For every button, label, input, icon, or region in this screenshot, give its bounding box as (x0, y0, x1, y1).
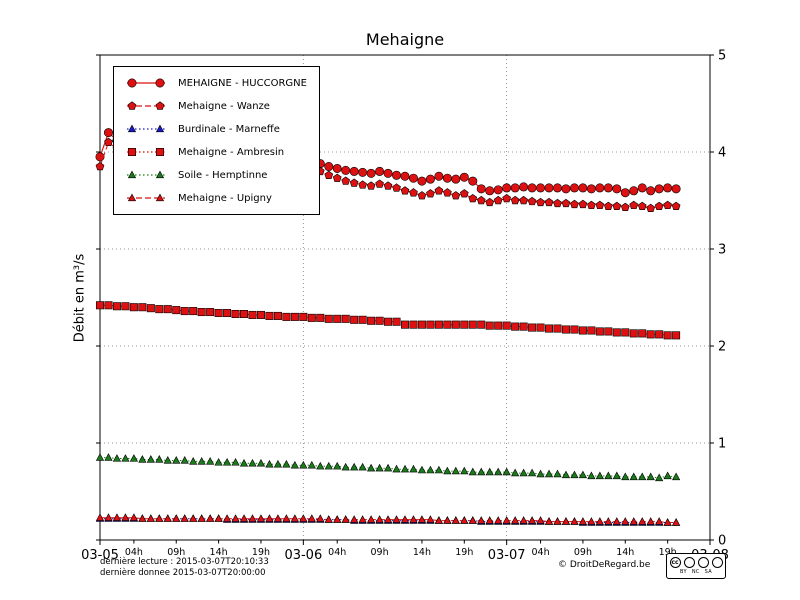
x-tick-hour-label: 19h (252, 547, 270, 558)
legend: MEHAIGNE - HUCCORGNE Mehaigne - Wanze Burd… (113, 66, 320, 215)
x-tick-hour-label: 09h (371, 547, 389, 558)
legend-item-label: MEHAIGNE - HUCCORGNE (178, 77, 307, 89)
x-tick-hour-label: 09h (167, 547, 185, 558)
legend-item: MEHAIGNE - HUCCORGNE (124, 77, 307, 89)
series-soile-hemptinne (95, 453, 681, 482)
x-tick-hour-label: 04h (532, 547, 550, 558)
last-data-text: dernière donnee 2015-03-07T20:00:00 (100, 568, 266, 579)
cc-nc-icon (697, 557, 709, 568)
legend-item: Soile - Hemptinne (124, 169, 307, 181)
legend-item: Mehaigne - Upigny (124, 192, 307, 204)
cc-nc-label: NC (691, 569, 700, 575)
x-tick-hour-label: 19h (659, 547, 677, 558)
x-tick-day-label: 03-07 (488, 548, 526, 563)
y-axis-ticks: 0 1 2 3 4 5 (96, 49, 726, 549)
cc-license-badge[interactable]: cc BY NC SA (666, 553, 726, 579)
legend-marker-sample (127, 170, 165, 179)
x-tick-hour-label: 19h (455, 547, 473, 558)
cc-license-parts: BY NC SA (680, 569, 712, 575)
x-tick-hour-label: 14h (210, 547, 228, 558)
legend-item: Burdinale - Marneffe (124, 123, 307, 135)
legend-item: Mehaigne - Wanze (124, 100, 307, 112)
copyright-text: © DroitDeRegard.be (558, 560, 651, 570)
chart-title: Mehaigne (365, 30, 445, 49)
legend-marker-sample (127, 101, 165, 110)
cc-sa-icon (711, 557, 723, 568)
x-tick-hour-label: 04h (125, 547, 143, 558)
y-tick-label: 1 (718, 437, 726, 452)
y-tick-label: 2 (718, 340, 726, 355)
cc-icons: cc (669, 557, 723, 568)
legend-marker-sample (127, 147, 165, 157)
legend-item-label: Soile - Hemptinne (178, 169, 268, 181)
legend-item: Mehaigne - Ambresin (124, 146, 307, 158)
legend-item-label: Mehaigne - Wanze (178, 100, 270, 112)
legend-marker-sample (127, 124, 165, 133)
cc-by-label: BY (680, 569, 687, 575)
x-tick-hour-label: 14h (413, 547, 431, 558)
legend-item-label: Mehaigne - Upigny (178, 192, 272, 204)
legend-item-label: Burdinale - Marneffe (178, 123, 280, 135)
x-tick-day-label: 03-05 (81, 548, 119, 563)
legend-marker-sample (127, 193, 165, 202)
y-tick-label: 3 (718, 243, 726, 258)
series-mehaigne-upigny (95, 513, 681, 526)
footer-info: dernière lecture : 2015-03-07T20:10:33 d… (100, 557, 269, 579)
cc-sa-label: SA (704, 569, 712, 575)
x-tick-hour-label: 04h (328, 547, 346, 558)
plot-border (99, 54, 711, 541)
legend-marker-sample (127, 78, 165, 88)
x-tick-day-label: 03-06 (284, 548, 322, 563)
cc-logo-icon: cc (669, 557, 681, 568)
x-tick-hour-label: 09h (574, 547, 592, 558)
last-reading-text: dernière lecture : 2015-03-07T20:10:33 (100, 557, 269, 567)
x-tick-hour-label: 14h (616, 547, 634, 558)
series-mehaigne-ambresin (96, 301, 681, 340)
legend-item-label: Mehaigne - Ambresin (178, 146, 285, 158)
y-tick-label: 4 (718, 146, 726, 161)
y-tick-label: 0 (718, 534, 726, 549)
cc-by-icon (683, 557, 695, 568)
y-tick-label: 5 (718, 49, 726, 64)
